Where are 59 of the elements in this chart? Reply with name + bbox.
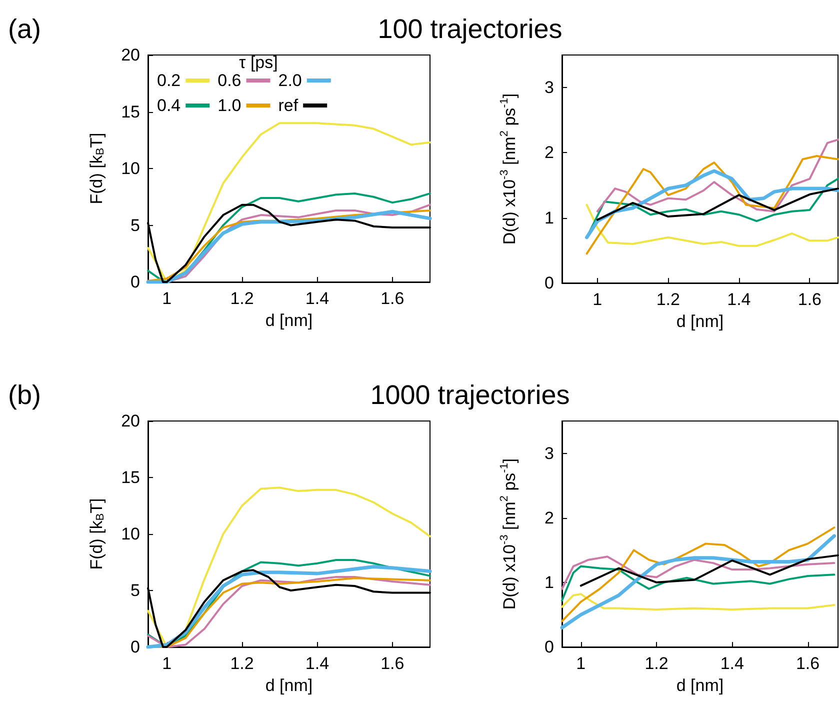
x-tick-label: 1.4 <box>727 290 751 309</box>
chart-title: 1000 trajectories <box>370 380 570 411</box>
legend-label: ref <box>278 96 298 115</box>
y-tick-label: 3 <box>544 444 554 463</box>
x-tick-label: 1.6 <box>380 289 404 308</box>
x-tick-label: 1.4 <box>720 654 744 673</box>
x-tick-label: 1.6 <box>380 654 404 673</box>
y-tick-label: 0 <box>544 274 554 292</box>
y-tick-label: 0 <box>130 272 140 292</box>
y-tick-label: 10 <box>121 524 140 544</box>
legend-label: 0.2 <box>156 71 181 90</box>
y-tick-label: 1 <box>544 572 554 592</box>
chart-title: 100 trajectories <box>378 14 562 45</box>
y-tick-label: 10 <box>121 159 140 178</box>
x-tick-label: 1.2 <box>644 654 668 673</box>
x-tick-label: 1.4 <box>305 654 330 673</box>
line-series <box>596 138 839 212</box>
x-tick-label: 1 <box>162 654 172 673</box>
y-tick-label: 1 <box>544 208 554 228</box>
x-axis-title: d [nm] <box>265 311 313 330</box>
y-tick-label: 2 <box>544 143 554 162</box>
y-tick-label: 0 <box>544 638 554 656</box>
text: (b) <box>8 380 41 411</box>
x-tick-label: 1.6 <box>796 654 820 673</box>
legend-label: 0.4 <box>156 96 181 115</box>
x-tick-label: 1 <box>576 654 586 673</box>
y-axis-title: D(d) x10-3 [nm2 ps-1] <box>498 458 519 610</box>
y-axis-title: D(d) x10-3 [nm2 ps-1] <box>498 93 519 245</box>
y-tick-label: 0 <box>130 638 140 656</box>
line-series <box>561 565 836 602</box>
y-tick-label: 15 <box>121 468 140 487</box>
y-tick-label: 20 <box>121 412 140 430</box>
text: (a) <box>8 14 41 45</box>
x-tick-label: 1.2 <box>230 654 254 673</box>
y-axis-title: F(d) [kBT] <box>87 498 106 570</box>
y-axis-title: F(d) [kBT] <box>87 132 106 204</box>
x-tick-label: 1.2 <box>656 290 680 309</box>
legend-title: τ [ps] <box>239 53 278 72</box>
x-axis-title: d [nm] <box>676 676 724 695</box>
y-tick-label: 15 <box>121 102 140 122</box>
x-tick-label: 1 <box>162 289 172 308</box>
x-tick-label: 1.2 <box>230 289 254 308</box>
legend-label: 0.6 <box>218 71 242 90</box>
line-series <box>561 556 836 590</box>
x-tick-label: 1 <box>592 290 602 309</box>
line-series <box>586 154 839 255</box>
y-tick-label: 5 <box>130 581 140 600</box>
line-series <box>561 593 836 611</box>
legend-label: 1.0 <box>218 96 242 115</box>
y-tick-label: 2 <box>544 508 554 528</box>
x-axis-title: d [nm] <box>265 676 313 695</box>
legend-label: 2.0 <box>278 71 302 90</box>
x-axis-title: d [nm] <box>676 312 724 331</box>
x-tick-label: 1.6 <box>798 290 822 309</box>
x-tick-label: 1.4 <box>305 289 330 308</box>
y-tick-label: 20 <box>121 46 140 64</box>
y-tick-label: 5 <box>130 216 140 235</box>
y-tick-label: 3 <box>544 78 554 98</box>
line-series <box>586 204 839 247</box>
